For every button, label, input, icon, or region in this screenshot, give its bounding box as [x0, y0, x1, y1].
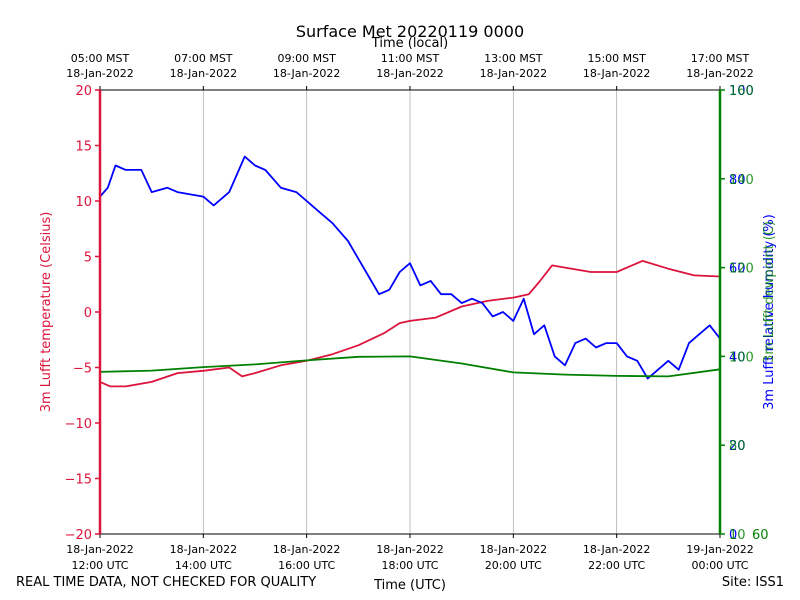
- bottom-tick-date-5: 18-Jan-2022: [583, 543, 651, 556]
- right-green-tick-label-4: 140: [729, 173, 754, 188]
- right-axis-label-humidity: 3m Lufft relative humidity (%): [762, 214, 777, 410]
- left-tick-label-3: 5: [84, 251, 92, 266]
- right-blue-tick-label-4: 80: [729, 173, 746, 188]
- left-tick-label-2: 10: [75, 195, 92, 210]
- left-tick-label-7: −15: [65, 473, 92, 488]
- chart-title: Surface Met 20220119 0000: [295, 22, 525, 41]
- top-tick-time-0: 05:00 MST: [71, 52, 130, 65]
- top-tick-date-6: 18-Jan-2022: [686, 67, 754, 80]
- bottom-tick-time-4: 20:00 UTC: [485, 559, 542, 572]
- right-blue-tick-label-2: 40: [729, 350, 746, 365]
- top-tick-date-4: 18-Jan-2022: [480, 67, 548, 80]
- right-green-tick-label-2: 100: [729, 350, 754, 365]
- bottom-tick-date-2: 18-Jan-2022: [273, 543, 341, 556]
- bottom-tick-date-6: 19-Jan-2022: [686, 543, 754, 556]
- left-tick-label-5: −5: [73, 362, 92, 377]
- bottom-tick-time-6: 00:00 UTC: [691, 559, 748, 572]
- right-blue-tick-label-0: 0: [729, 528, 737, 543]
- series-line-temperature: [99, 259, 721, 388]
- bottom-axis-label: Time (UTC): [373, 578, 446, 593]
- right-blue-tick-label-3: 60: [729, 262, 746, 277]
- top-tick-time-2: 09:00 MST: [277, 52, 336, 65]
- right-green-tick-label-extra: 60: [752, 528, 769, 543]
- top-tick-date-1: 18-Jan-2022: [170, 67, 238, 80]
- top-tick-time-3: 11:00 MST: [381, 52, 440, 65]
- series-line-relative_humidity: [99, 155, 721, 380]
- left-tick-label-8: −20: [65, 528, 92, 543]
- top-tick-time-5: 15:00 MST: [587, 52, 646, 65]
- top-tick-date-3: 18-Jan-2022: [376, 67, 444, 80]
- left-axis-label: 3m Lufft temperature (Celsius): [39, 212, 54, 413]
- bottom-tick-time-2: 16:00 UTC: [278, 559, 335, 572]
- top-axis-label: Time (local): [371, 36, 448, 51]
- site-label: Site: ISS1: [721, 575, 784, 590]
- right-axis-label-dewpoint: 3m Lufft dewpoint (C): [762, 221, 777, 363]
- bottom-tick-date-1: 18-Jan-2022: [170, 543, 238, 556]
- bottom-tick-time-5: 22:00 UTC: [588, 559, 645, 572]
- bottom-tick-date-0: 18-Jan-2022: [66, 543, 134, 556]
- bottom-tick-time-3: 18:00 UTC: [381, 559, 438, 572]
- right-green-tick-label-5: 160: [729, 84, 754, 99]
- bottom-tick-time-1: 14:00 UTC: [175, 559, 232, 572]
- left-tick-label-1: 15: [75, 140, 92, 155]
- bottom-tick-date-3: 18-Jan-2022: [376, 543, 444, 556]
- top-tick-date-2: 18-Jan-2022: [273, 67, 341, 80]
- right-blue-tick-label-1: 20: [729, 439, 746, 454]
- right-green-tick-label-3: 120: [729, 262, 754, 277]
- top-tick-time-1: 07:00 MST: [174, 52, 233, 65]
- series-line-dewpoint: [99, 355, 721, 378]
- right-green-tick-label-0: 10: [729, 528, 746, 543]
- top-tick-time-6: 17:00 MST: [691, 52, 750, 65]
- bottom-tick-time-0: 12:00 UTC: [71, 559, 128, 572]
- top-tick-date-0: 18-Jan-2022: [66, 67, 134, 80]
- quality-disclaimer: REAL TIME DATA, NOT CHECKED FOR QUALITY: [16, 575, 317, 590]
- left-tick-label-4: 0: [84, 306, 92, 321]
- top-tick-time-4: 13:00 MST: [484, 52, 543, 65]
- left-tick-label-6: −10: [65, 417, 92, 432]
- top-tick-date-5: 18-Jan-2022: [583, 67, 651, 80]
- right-green-tick-label-1: 80: [729, 439, 746, 454]
- left-tick-label-0: 20: [75, 84, 92, 99]
- right-blue-tick-label-5: 100: [729, 84, 754, 99]
- bottom-tick-date-4: 18-Jan-2022: [480, 543, 548, 556]
